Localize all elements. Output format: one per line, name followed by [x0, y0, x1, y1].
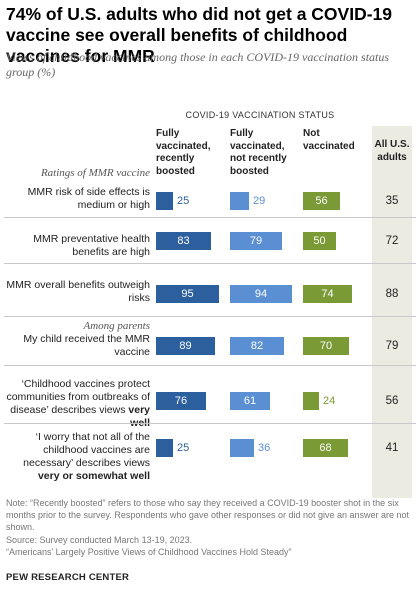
bar-fully-recent — [156, 392, 206, 410]
bar-fully-recent — [156, 232, 211, 250]
row-divider — [4, 365, 416, 366]
row-label-text: MMR overall benefits outweigh risks — [6, 279, 150, 304]
bar-not-vaccinated — [303, 337, 349, 355]
bar-not-vaccinated — [303, 232, 336, 250]
row-label-emphasis: very or somewhat well — [37, 470, 150, 482]
bar-not-vaccinated — [303, 285, 352, 303]
bar-fully-not-recent — [230, 392, 270, 410]
legend-fully-not-recent: Fully vaccinated, not recently boosted — [230, 128, 287, 177]
value-label-not-vaccinated: 56 — [315, 195, 328, 207]
brand-logo-text: PEW RESEARCH CENTER — [6, 572, 130, 583]
value-label-fully-not-recent: 94 — [254, 288, 268, 300]
value-label-not-vaccinated: 68 — [319, 442, 332, 454]
legend-not-vaccinated: Not vaccinated — [303, 128, 355, 152]
bar-fully-recent — [156, 337, 215, 355]
value-label-not-vaccinated: 50 — [313, 235, 326, 247]
bar-fully-recent — [156, 439, 173, 457]
bar-not-vaccinated — [303, 192, 340, 210]
row-label-text: MMR risk of side effects is medium or hi… — [27, 186, 150, 211]
row-label-text: My child received the MMR vaccine — [23, 333, 150, 358]
legend-fully-recent: Fully vaccinated, recently boosted — [156, 128, 211, 177]
value-label-fully-not-recent: 82 — [250, 340, 264, 352]
value-label-fully-recent: 83 — [177, 235, 190, 247]
value-label-not-vaccinated: 74 — [321, 288, 334, 300]
row-divider — [4, 316, 416, 317]
bar-fully-not-recent — [230, 337, 284, 355]
value-label-not-vaccinated: 24 — [323, 395, 336, 407]
value-all-us-adults: 35 — [385, 195, 399, 207]
value-label-fully-not-recent: 61 — [243, 395, 257, 407]
bar-fully-not-recent — [230, 439, 254, 457]
bar-fully-recent — [156, 285, 219, 303]
value-all-us-adults: 79 — [385, 340, 399, 352]
value-label-fully-not-recent: 79 — [249, 235, 263, 247]
bar-not-vaccinated — [303, 392, 319, 410]
value-label-fully-recent: 76 — [174, 395, 188, 407]
bar-fully-not-recent — [230, 285, 292, 303]
value-all-us-adults: 56 — [385, 395, 399, 407]
report-title: “Americans’ Largely Positive Views of Ch… — [6, 547, 292, 557]
value-all-us-adults: 72 — [385, 235, 399, 247]
source-line: Source: Survey conducted March 13-19, 20… — [6, 535, 193, 545]
row-divider — [4, 423, 416, 424]
row-label: ‘I worry that not all of the childhood v… — [4, 431, 150, 483]
bar-fully-not-recent — [230, 232, 282, 250]
value-label-not-vaccinated: 70 — [319, 340, 333, 352]
footnote: Note: “Recently boosted” refers to those… — [6, 498, 410, 532]
chart-subtitle: Views of childhood vaccines among those … — [6, 50, 390, 79]
group-heading: COVID-19 VACCINATION STATUS — [185, 110, 335, 120]
row-divider — [4, 217, 416, 218]
row-label-emphasis: very well — [128, 404, 150, 429]
bar-not-vaccinated — [303, 439, 348, 457]
row-label: MMR risk of side effects is medium or hi… — [4, 186, 150, 212]
row-label: MMR preventative health benefits are hig… — [4, 233, 150, 259]
bar-fully-not-recent — [230, 192, 249, 210]
all-us-adults-column — [372, 126, 412, 498]
row-divider — [4, 263, 416, 264]
value-all-us-adults: 41 — [385, 442, 399, 454]
value-label-fully-not-recent: 36 — [258, 442, 271, 454]
chart-title: 74% of U.S. adults who did not get a COV… — [6, 4, 393, 66]
bar-fully-recent — [156, 192, 173, 210]
row-label: MMR overall benefits outweigh risks — [4, 279, 150, 305]
row-label-text: ‘Childhood vaccines protect communities … — [6, 378, 150, 416]
value-label-fully-recent: 89 — [179, 340, 192, 352]
value-label-fully-recent: 25 — [177, 442, 190, 454]
legend-all-us-adults: All U.S. adults — [374, 139, 410, 163]
value-label-fully-recent: 25 — [177, 195, 190, 207]
row-label: Among parents My child received the MMR v… — [4, 320, 150, 359]
ratings-label: Ratings of MMR vaccine — [40, 167, 150, 179]
row-label: ‘Childhood vaccines protect communities … — [4, 378, 150, 430]
row-label-text: ‘I worry that not all of the childhood v… — [23, 431, 150, 469]
value-label-fully-not-recent: 29 — [253, 195, 266, 207]
value-label-fully-recent: 95 — [181, 288, 194, 300]
value-all-us-adults: 88 — [385, 288, 399, 300]
row-label-prefix: Among parents — [83, 320, 150, 332]
row-label-text: MMR preventative health benefits are hig… — [33, 233, 150, 258]
